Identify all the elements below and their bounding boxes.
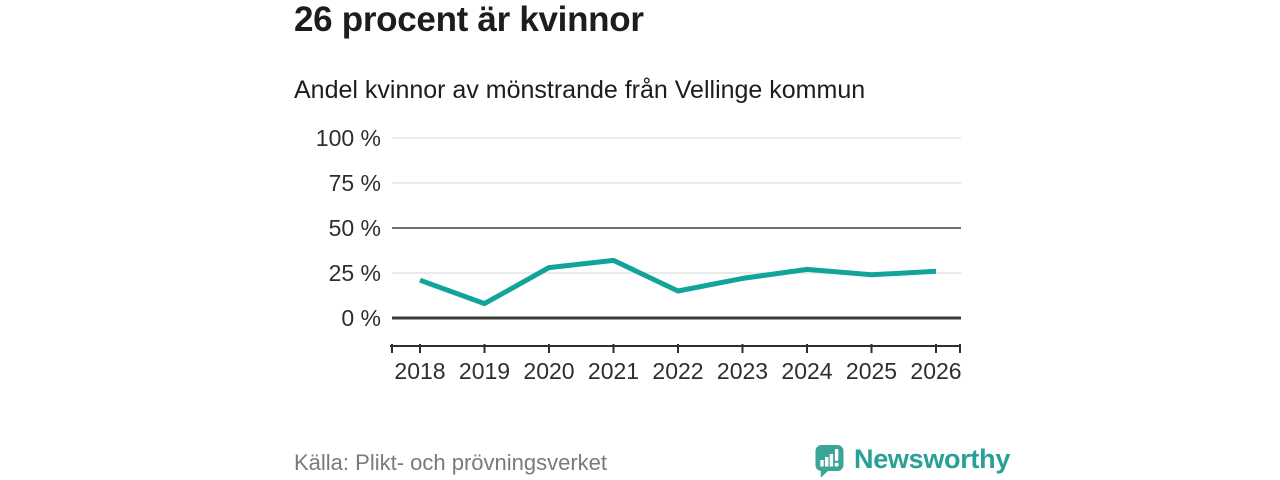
source-attribution: Källa: Plikt- och prövningsverket [294, 450, 608, 475]
brand-lockup: Newsworthy [814, 444, 1010, 479]
line-chart: 100 % 75 % 50 % 25 % 0 % 2018 2019 2020 2021 2022… [316, 125, 962, 384]
exclamation-dot [834, 462, 839, 467]
x-axis-tick-label: 2019 [459, 358, 510, 384]
x-axis-tick-label: 2020 [523, 358, 574, 384]
y-axis-tick-label: 25 % [329, 260, 381, 286]
newsworthy-logo-icon [815, 445, 844, 478]
x-axis-tick-label: 2018 [394, 358, 445, 384]
bar-small [820, 460, 824, 467]
x-axis-tick-label: 2021 [588, 358, 639, 384]
x-axis-tick-label: 2024 [781, 358, 832, 384]
data-line-andel-kvinnor [419, 257, 937, 307]
x-axis-tick-label: 2026 [910, 358, 961, 384]
y-axis-tick-label: 50 % [329, 215, 381, 241]
x-axis-tick-label: 2023 [717, 358, 768, 384]
speech-bubble-shape [815, 445, 844, 478]
x-axis-tick-label: 2025 [846, 358, 897, 384]
bar-medium [825, 457, 829, 467]
page-title: 26 procent är kvinnor [294, 0, 644, 39]
x-axis-tick-label: 2022 [652, 358, 703, 384]
y-axis-tick-label: 75 % [329, 170, 381, 196]
y-axis-tick-label: 100 % [316, 125, 381, 151]
brand-name: Newsworthy [854, 444, 1011, 474]
exclamation-bar [834, 449, 839, 461]
chart-subtitle: Andel kvinnor av mönstrande från Velling… [294, 76, 866, 104]
bar-large [829, 454, 834, 467]
y-axis-tick-label: 0 % [341, 305, 381, 331]
